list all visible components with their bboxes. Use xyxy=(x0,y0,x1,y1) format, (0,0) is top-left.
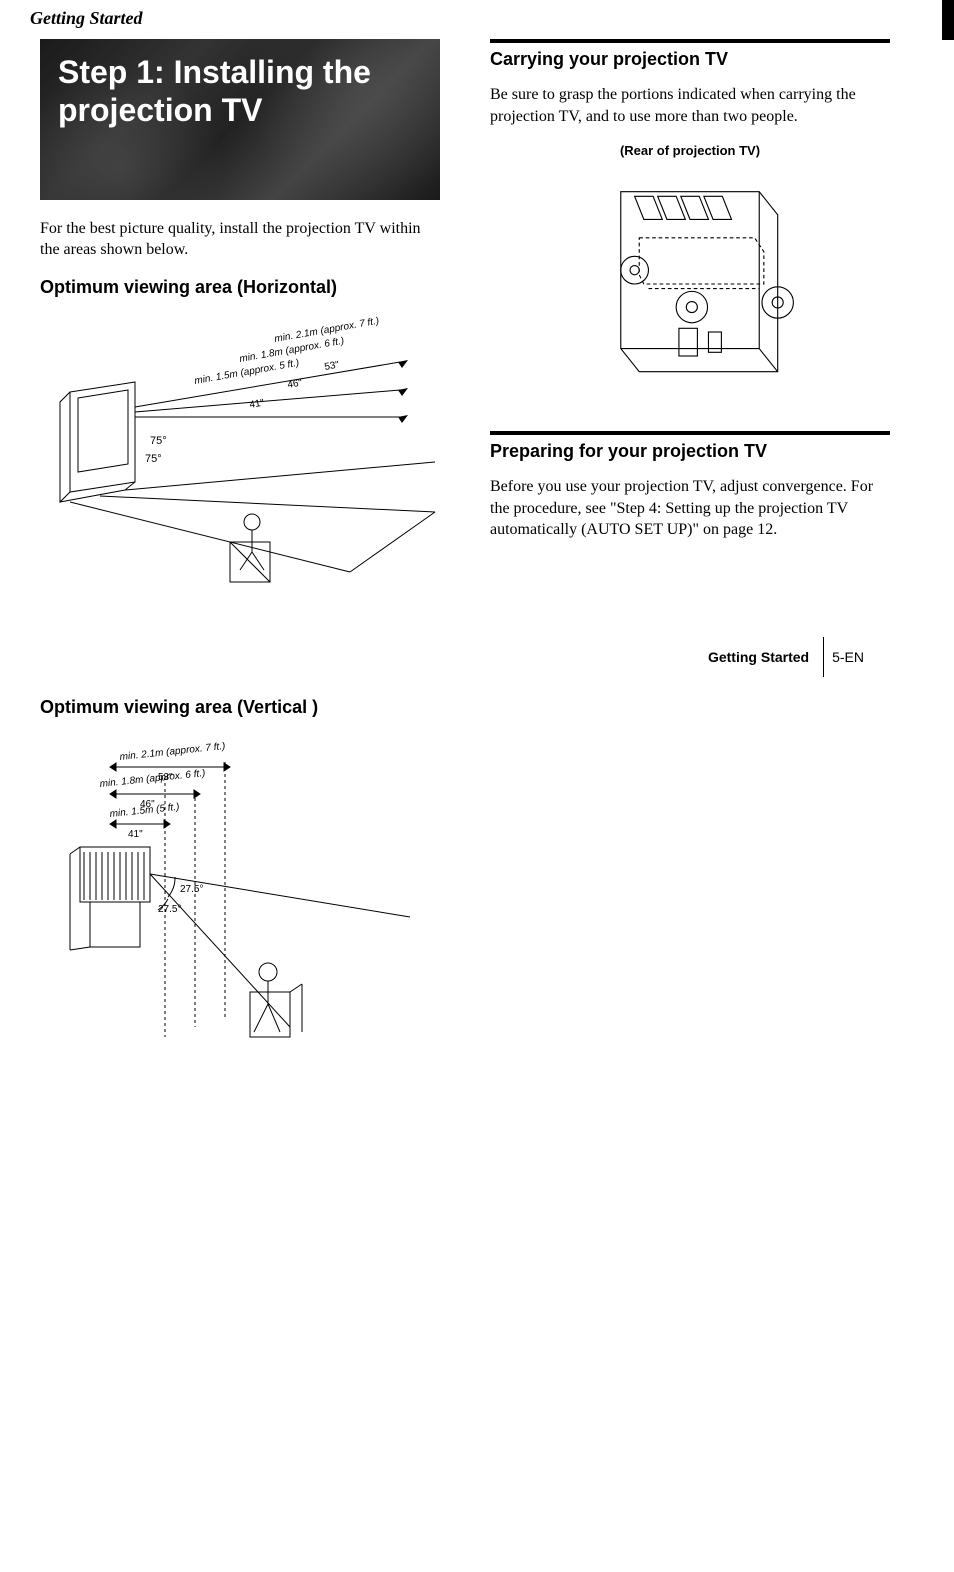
footer-page-number: 5-EN xyxy=(832,649,864,665)
page: Getting Started Step 1: Installing the p… xyxy=(0,0,954,1147)
divider xyxy=(490,39,890,43)
size-53v: 53" xyxy=(158,772,173,783)
step-title-block: Step 1: Installing the projection TV xyxy=(40,39,440,200)
footer-section: Getting Started xyxy=(708,649,809,665)
two-column-layout: Step 1: Installing the projection TV For… xyxy=(40,39,894,1107)
left-column: Step 1: Installing the projection TV For… xyxy=(40,39,440,1107)
size-53h: 53" xyxy=(324,359,341,372)
page-footer: Getting Started 5-EN xyxy=(708,637,864,677)
preparing-text: Before you use your projection TV, adjus… xyxy=(490,476,890,541)
footer-separator xyxy=(823,637,824,677)
viewer-figure-icon xyxy=(250,963,302,1037)
carrying-diagram xyxy=(570,164,810,395)
rear-caption: (Rear of projection TV) xyxy=(490,143,890,158)
carrying-heading: Carrying your projection TV xyxy=(490,49,890,70)
right-column: Carrying your projection TV Be sure to g… xyxy=(490,39,890,1107)
dist-53v: min. 2.1m (approx. 7 ft.) xyxy=(119,741,226,763)
vertical-viewing-diagram: min. 2.1m (approx. 7 ft.) min. 1.8m (app… xyxy=(40,732,440,1062)
size-46h: 46" xyxy=(287,377,304,390)
divider xyxy=(490,431,890,435)
carrying-text: Be sure to grasp the portions indicated … xyxy=(490,84,890,127)
step-title: Step 1: Installing the projection TV xyxy=(58,53,422,130)
preparing-heading: Preparing for your projection TV xyxy=(490,441,890,462)
section-header: Getting Started xyxy=(30,8,894,29)
angle-upper-v: 27.5° xyxy=(180,884,203,895)
size-41h: 41" xyxy=(249,397,266,410)
scan-edge-mark xyxy=(942,0,954,40)
angle-upper: 75° xyxy=(150,435,167,447)
horizontal-area-heading: Optimum viewing area (Horizontal) xyxy=(40,277,440,298)
size-46v: 46" xyxy=(140,799,155,810)
dist-46v: min. 1.8m (approx. 6 ft.) xyxy=(99,768,206,790)
size-41v: 41" xyxy=(128,829,143,840)
vertical-area-heading: Optimum viewing area (Vertical ) xyxy=(40,697,440,718)
angle-lower: 75° xyxy=(145,453,162,465)
viewer-figure-icon xyxy=(230,514,270,582)
angle-lower-v: 27.5° xyxy=(158,904,181,915)
horizontal-viewing-diagram: 75° 75° min. 2.1m (approx. 7 ft.) min. 1… xyxy=(40,312,440,612)
intro-paragraph: For the best picture quality, install th… xyxy=(40,218,440,261)
